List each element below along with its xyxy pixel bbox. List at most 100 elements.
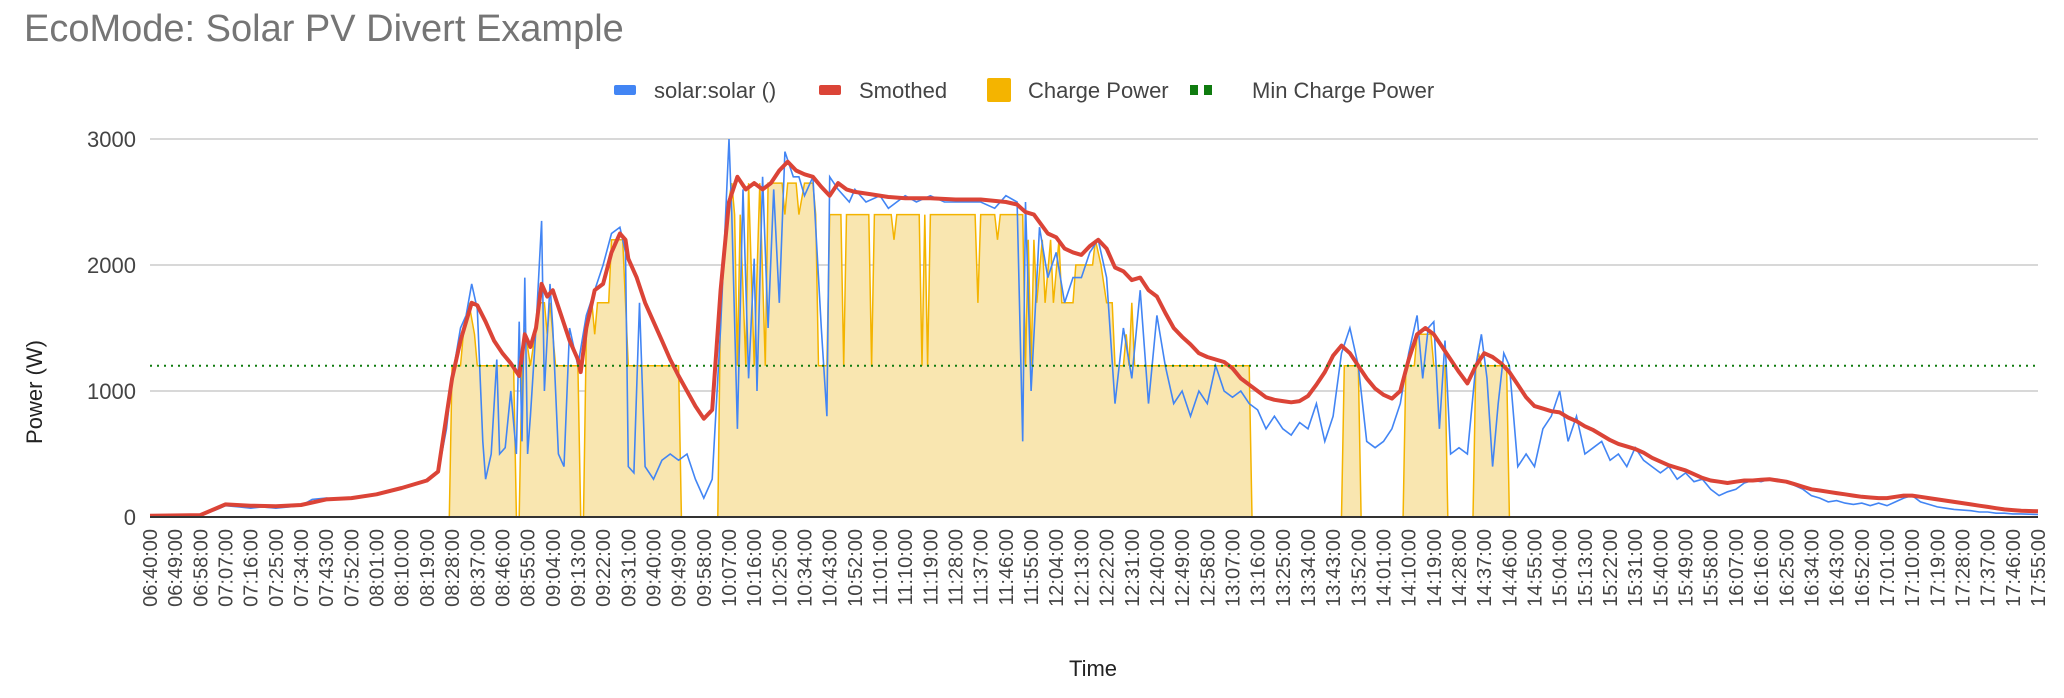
x-tick-label: 14:01:00 <box>1374 529 1396 607</box>
x-tick-label: 14:37:00 <box>1474 529 1496 607</box>
x-tick-label: 08:37:00 <box>467 529 489 607</box>
x-tick-label: 10:25:00 <box>769 529 791 607</box>
x-tick-label: 07:16:00 <box>241 529 263 607</box>
x-tick-label: 09:58:00 <box>694 529 716 607</box>
legend-swatch-solar <box>614 85 636 95</box>
x-tick-label: 17:10:00 <box>1902 529 1924 607</box>
x-tick-label: 16:07:00 <box>1726 529 1748 607</box>
x-tick-label: 08:55:00 <box>518 529 540 607</box>
x-tick-label: 06:40:00 <box>140 529 162 607</box>
x-tick-label: 11:01:00 <box>870 529 892 605</box>
x-tick-label: 11:28:00 <box>946 529 968 605</box>
x-tick-label: 13:07:00 <box>1223 529 1245 607</box>
x-tick-label: 12:31:00 <box>1122 529 1144 607</box>
charge-power-outline <box>150 182 2038 518</box>
y-tick-label: 2000 <box>87 253 136 278</box>
x-tick-label: 07:07:00 <box>216 529 238 607</box>
x-tick-label: 17:46:00 <box>2003 529 2025 607</box>
x-tick-label: 11:19:00 <box>920 529 942 605</box>
x-tick-label: 06:49:00 <box>165 529 187 607</box>
x-tick-label: 15:31:00 <box>1625 529 1647 607</box>
x-tick-label: 17:37:00 <box>1978 529 2000 607</box>
y-tick-label: 1000 <box>87 379 136 404</box>
x-tick-label: 11:10:00 <box>895 529 917 605</box>
legend-swatch-smoothed <box>819 85 841 95</box>
x-tick-label: 14:10:00 <box>1399 529 1421 607</box>
x-tick-label: 14:55:00 <box>1525 529 1547 607</box>
x-tick-label: 10:34:00 <box>795 529 817 607</box>
x-tick-label: 08:28:00 <box>442 529 464 607</box>
x-tick-label: 12:13:00 <box>1071 529 1093 607</box>
x-tick-label: 16:34:00 <box>1801 529 1823 607</box>
x-tick-label: 15:49:00 <box>1676 529 1698 607</box>
x-tick-label: 07:43:00 <box>316 529 338 607</box>
x-tick-label: 07:25:00 <box>266 529 288 607</box>
x-tick-label: 11:55:00 <box>1021 529 1043 605</box>
x-tick-label: 09:13:00 <box>568 529 590 607</box>
x-tick-label: 15:22:00 <box>1600 529 1622 607</box>
x-tick-label: 12:49:00 <box>1172 529 1194 607</box>
x-tick-label: 16:52:00 <box>1852 529 1874 607</box>
x-tick-label: 07:34:00 <box>291 529 313 607</box>
x-tick-label: 16:16:00 <box>1751 529 1773 607</box>
x-tick-label: 07:52:00 <box>341 529 363 607</box>
x-tick-label: 13:25:00 <box>1273 529 1295 607</box>
x-tick-label: 12:22:00 <box>1097 529 1119 607</box>
x-tick-label: 13:34:00 <box>1298 529 1320 607</box>
x-axis-title: Time <box>1069 656 1117 681</box>
x-tick-label: 06:58:00 <box>190 529 212 607</box>
x-tick-label: 10:43:00 <box>820 529 842 607</box>
x-tick-label: 13:16:00 <box>1248 529 1270 607</box>
legend-item-solar[interactable]: solar:solar () <box>614 78 776 103</box>
legend-swatch-min-charge-power-dot <box>1204 85 1212 95</box>
x-tick-label: 09:31:00 <box>618 529 640 607</box>
x-tick-label: 10:52:00 <box>845 529 867 607</box>
y-tick-label: 3000 <box>87 127 136 152</box>
x-tick-label: 09:49:00 <box>669 529 691 607</box>
x-tick-label: 08:01:00 <box>367 529 389 607</box>
x-tick-label: 09:40:00 <box>644 529 666 607</box>
x-tick-label: 13:43:00 <box>1323 529 1345 607</box>
legend: solar:solar () Smothed Charge Power Min … <box>614 78 1434 103</box>
y-axis-title: Power (W) <box>22 340 47 444</box>
x-tick-label: 08:46:00 <box>492 529 514 607</box>
solar-series-line <box>150 138 2039 517</box>
x-axis-ticks: 06:40:00 06:49:00 06:58:00 07:07:00 07:16:00… <box>140 529 2050 607</box>
x-tick-label: 17:01:00 <box>1877 529 1899 607</box>
x-tick-label: 10:16:00 <box>744 529 766 607</box>
smoothed-series-line <box>149 159 2039 518</box>
x-tick-label: 11:46:00 <box>996 529 1018 605</box>
y-tick-label: 0 <box>124 505 136 530</box>
legend-label-charge-power: Charge Power <box>1028 78 1169 103</box>
y-axis-ticks: 0 1000 2000 3000 <box>87 127 136 530</box>
x-tick-label: 14:19:00 <box>1424 529 1446 607</box>
legend-item-smoothed[interactable]: Smothed <box>819 78 947 103</box>
x-tick-label: 12:58:00 <box>1197 529 1219 607</box>
x-tick-label: 17:55:00 <box>2028 529 2050 607</box>
legend-label-min-charge-power: Min Charge Power <box>1252 78 1434 103</box>
legend-item-charge-power[interactable]: Charge Power <box>987 78 1169 103</box>
x-tick-label: 09:04:00 <box>543 529 565 607</box>
x-tick-label: 15:40:00 <box>1650 529 1672 607</box>
legend-item-min-charge-power[interactable]: Min Charge Power <box>1190 78 1434 103</box>
x-tick-label: 16:43:00 <box>1827 529 1849 607</box>
series-layer <box>149 138 2039 518</box>
x-tick-label: 16:25:00 <box>1776 529 1798 607</box>
x-tick-label: 15:13:00 <box>1575 529 1597 607</box>
x-tick-label: 12:40:00 <box>1147 529 1169 607</box>
x-tick-label: 10:07:00 <box>719 529 741 607</box>
charge-power-area <box>150 183 2038 517</box>
x-tick-label: 08:19:00 <box>417 529 439 607</box>
legend-label-smoothed: Smothed <box>859 78 947 103</box>
x-tick-label: 08:10:00 <box>392 529 414 607</box>
x-tick-label: 14:46:00 <box>1499 529 1521 607</box>
x-tick-label: 09:22:00 <box>593 529 615 607</box>
x-tick-label: 12:04:00 <box>1046 529 1068 607</box>
x-tick-label: 13:52:00 <box>1348 529 1370 607</box>
x-tick-label: 15:04:00 <box>1550 529 1572 607</box>
legend-label-solar: solar:solar () <box>654 78 776 103</box>
x-tick-label: 17:28:00 <box>1953 529 1975 607</box>
x-tick-label: 17:19:00 <box>1927 529 1949 607</box>
legend-swatch-charge-power <box>987 78 1011 102</box>
